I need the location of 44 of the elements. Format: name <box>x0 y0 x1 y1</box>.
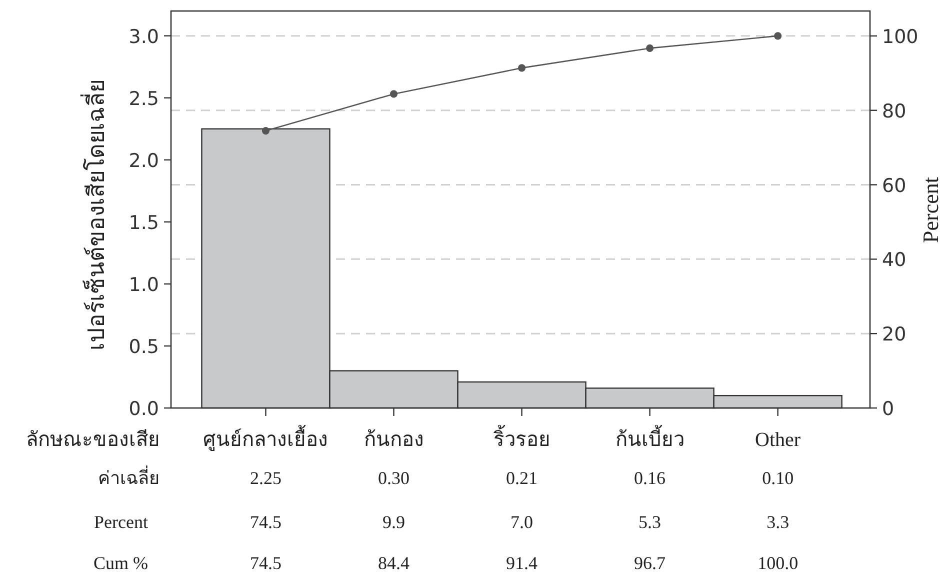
data-label: 74.5 <box>250 553 282 573</box>
data-label: 100.0 <box>758 553 798 573</box>
text: 3.3 <box>766 512 790 532</box>
y-tick-label: 0.0 <box>128 398 159 420</box>
x-tick-label: ก้นเบี้ยว <box>615 425 684 451</box>
data-label: 96.7 <box>634 553 666 573</box>
text: Percent <box>94 512 148 532</box>
point <box>646 44 654 52</box>
y-tick-label: 0.5 <box>128 336 159 358</box>
x-tick-label: ก้นกอง <box>364 429 424 451</box>
y-tick-label: 2.5 <box>128 88 159 110</box>
data-label: 0.21 <box>506 468 538 488</box>
y-tick-label: 1.5 <box>128 212 159 234</box>
x-tick-label: ริ้วรอย <box>493 425 550 451</box>
point <box>262 127 270 135</box>
y-tick-label: 2.0 <box>128 150 159 172</box>
point <box>518 64 526 72</box>
data-label: 0.10 <box>762 468 794 488</box>
text: 74.5 <box>250 512 282 532</box>
point <box>774 32 782 40</box>
y-tick-label: 3.0 <box>128 26 159 48</box>
text: ค่าเฉลี่ย <box>98 465 160 488</box>
x-axis-title: ลักษณะของเสีย <box>26 429 160 451</box>
data-label: 91.4 <box>506 553 538 573</box>
y2-tick-label: 40 <box>882 249 906 272</box>
data-label: 2.25 <box>250 468 282 488</box>
y2-axis-title: Percent <box>918 177 943 243</box>
data-label: 0.30 <box>378 468 410 488</box>
y-axis-title: เปอร์เซ็นต์ของเสียโดยเฉลี่ย <box>80 80 109 350</box>
x-tick-label: ศูนย์กลางเยื้อง <box>203 425 328 452</box>
y2-tick-label: 0 <box>882 398 894 420</box>
text: 7.0 <box>510 512 534 532</box>
point <box>390 90 398 98</box>
y-tick-label: 1.0 <box>128 274 159 296</box>
y2-tick-label: 20 <box>882 324 906 346</box>
data-label: 84.4 <box>378 553 410 573</box>
data-label: 0.16 <box>634 468 666 488</box>
text: 5.3 <box>638 512 662 532</box>
y2-tick-label: 100 <box>882 26 918 48</box>
text: 9.9 <box>382 512 406 532</box>
y2-tick-label: 60 <box>882 174 906 197</box>
text: Cum % <box>93 553 148 573</box>
x-tick-label: Other <box>755 429 801 451</box>
y2-tick-label: 80 <box>882 100 906 122</box>
